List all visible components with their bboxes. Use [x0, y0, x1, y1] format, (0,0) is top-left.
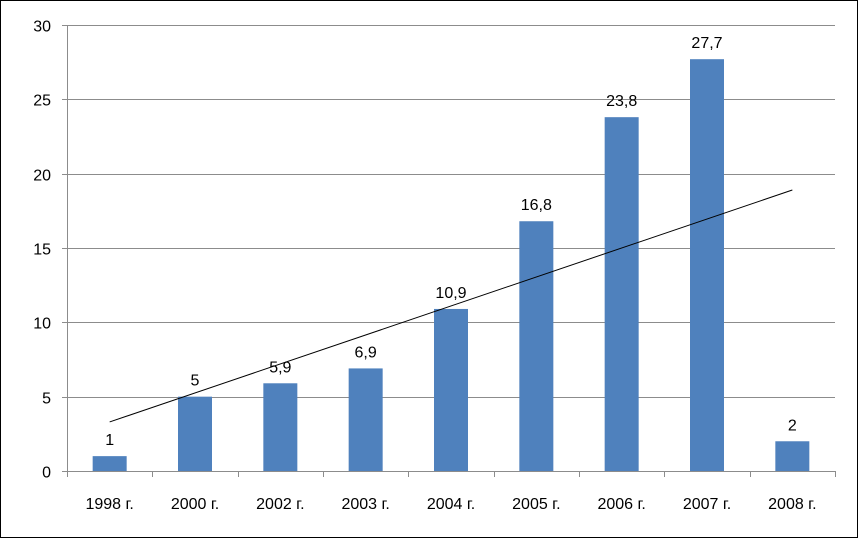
x-tick-label: 2006 г. [597, 496, 645, 513]
data-labels: 1 5 5,9 6,9 10,9 16,8 23,8 27,7 2 [105, 35, 797, 449]
bars [92, 59, 810, 472]
data-label: 23,8 [606, 93, 637, 110]
bar [348, 368, 383, 471]
y-tick-label: 20 [33, 168, 51, 185]
y-tick-label: 30 [33, 19, 51, 36]
data-label: 2 [788, 417, 797, 434]
bar [263, 383, 298, 471]
bar [604, 117, 639, 471]
data-label: 16,8 [521, 197, 552, 214]
bar [519, 221, 554, 471]
axes [62, 25, 836, 477]
x-tick-label: 2004 г. [427, 496, 475, 513]
data-label: 5,9 [269, 359, 291, 376]
bar [690, 59, 724, 472]
bar [434, 308, 468, 471]
trendline [109, 189, 793, 423]
bar [775, 441, 810, 471]
x-tick-label: 2000 г. [171, 496, 219, 513]
y-tick-label: 10 [33, 316, 51, 333]
bar [92, 456, 127, 471]
data-label: 10,9 [435, 285, 466, 302]
y-axis-tick-labels: 0 5 10 15 20 25 30 [33, 19, 51, 482]
data-label: 27,7 [691, 35, 722, 52]
trendline-line [109, 189, 793, 423]
data-label: 5 [191, 373, 200, 390]
data-label: 6,9 [355, 344, 377, 361]
x-tick-label: 2008 г. [768, 496, 816, 513]
y-tick-label: 0 [42, 465, 51, 482]
y-tick-label: 5 [42, 391, 51, 408]
x-tick-label: 1998 г. [85, 496, 133, 513]
x-tick-label: 2007 г. [683, 496, 731, 513]
data-label: 1 [105, 432, 114, 449]
x-axis-tick-labels: 1998 г. 2000 г. 2002 г. 2003 г. 2004 г. 2005 … [85, 496, 816, 513]
x-tick-label: 2003 г. [341, 496, 389, 513]
x-tick-label: 2002 г. [256, 496, 304, 513]
y-tick-label: 15 [33, 242, 51, 259]
y-tick-label: 25 [33, 93, 51, 110]
bar [178, 396, 212, 471]
x-tick-label: 2005 г. [512, 496, 560, 513]
